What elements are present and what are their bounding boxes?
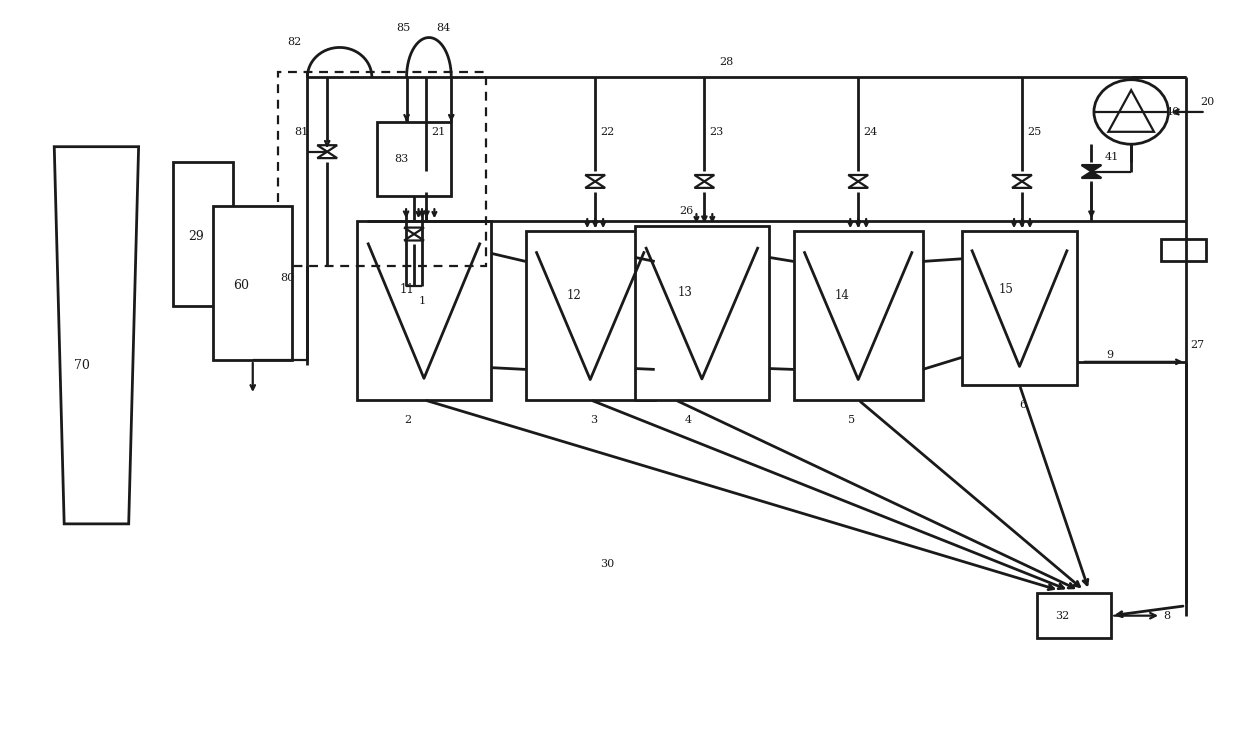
Text: 41: 41 <box>1105 152 1118 162</box>
Text: 6: 6 <box>1019 400 1027 410</box>
Text: 28: 28 <box>719 57 734 67</box>
Bar <box>1161 239 1205 261</box>
Text: 40: 40 <box>1166 107 1180 117</box>
Text: 8: 8 <box>1163 611 1171 621</box>
Text: 25: 25 <box>1027 127 1042 137</box>
Text: 9: 9 <box>1106 350 1114 360</box>
Text: 26: 26 <box>680 206 694 216</box>
Text: 21: 21 <box>432 127 445 137</box>
Bar <box>962 231 1076 385</box>
Text: 5: 5 <box>848 415 856 425</box>
Text: 83: 83 <box>394 154 409 164</box>
Text: 30: 30 <box>600 559 614 568</box>
Text: 2: 2 <box>404 415 412 425</box>
Text: 1: 1 <box>419 296 427 305</box>
Bar <box>794 231 923 400</box>
Bar <box>526 231 655 400</box>
Text: 29: 29 <box>188 229 205 243</box>
Polygon shape <box>1081 165 1101 171</box>
Text: 4: 4 <box>684 415 692 425</box>
Text: 70: 70 <box>74 358 91 372</box>
Text: 27: 27 <box>1190 340 1205 350</box>
Text: 24: 24 <box>863 127 878 137</box>
Text: 11: 11 <box>399 282 414 296</box>
Text: 84: 84 <box>436 22 450 33</box>
Text: 14: 14 <box>835 288 849 302</box>
Bar <box>377 122 451 197</box>
Text: 23: 23 <box>709 127 724 137</box>
Bar <box>635 226 769 400</box>
Text: 13: 13 <box>678 285 693 299</box>
Bar <box>174 162 233 305</box>
Text: 82: 82 <box>288 37 301 48</box>
Polygon shape <box>1081 171 1101 178</box>
Text: 12: 12 <box>567 288 582 302</box>
Text: 85: 85 <box>397 22 410 33</box>
Bar <box>278 72 486 266</box>
Bar <box>357 221 491 400</box>
Text: 15: 15 <box>999 283 1014 296</box>
Text: 20: 20 <box>1200 97 1215 107</box>
Text: 80: 80 <box>280 273 295 282</box>
Text: 3: 3 <box>590 415 598 425</box>
Text: 32: 32 <box>1055 611 1069 621</box>
Text: 60: 60 <box>233 279 249 292</box>
Text: 22: 22 <box>600 127 614 137</box>
Bar <box>1037 593 1111 638</box>
Bar <box>213 206 293 360</box>
Text: 81: 81 <box>294 127 309 137</box>
